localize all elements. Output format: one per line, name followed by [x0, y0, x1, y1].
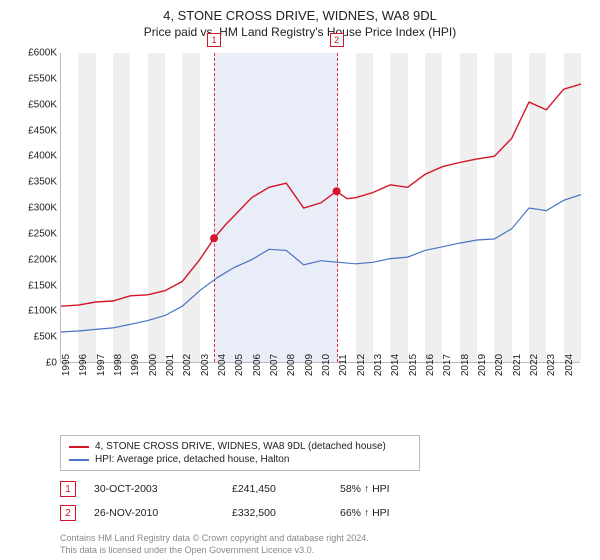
- x-axis-tick: 2022: [529, 354, 540, 376]
- x-axis-tick: 2001: [165, 354, 176, 376]
- x-axis-tick: 1998: [113, 354, 124, 376]
- x-axis-tick: 1996: [78, 354, 89, 376]
- sale-price: £241,450: [232, 483, 322, 495]
- x-axis-tick: 2005: [234, 354, 245, 376]
- x-axis-tick: 2024: [564, 354, 575, 376]
- y-axis-tick: £500K: [28, 99, 57, 110]
- y-axis-tick: £300K: [28, 203, 57, 214]
- y-axis-tick: £450K: [28, 125, 57, 136]
- x-axis-tick: 2004: [217, 354, 228, 376]
- sale-price: £332,500: [232, 507, 322, 519]
- legend-item: HPI: Average price, detached house, Halt…: [69, 453, 411, 466]
- x-axis-tick: 2016: [425, 354, 436, 376]
- y-axis-tick: £50K: [34, 332, 57, 343]
- legend-label: HPI: Average price, detached house, Halt…: [95, 454, 289, 465]
- y-axis-tick: £250K: [28, 228, 57, 239]
- sale-date: 26-NOV-2010: [94, 507, 214, 519]
- plot-region: 12£0£50K£100K£150K£200K£250K£300K£350K£4…: [60, 53, 580, 363]
- x-axis-tick: 2013: [373, 354, 384, 376]
- legend-label: 4, STONE CROSS DRIVE, WIDNES, WA8 9DL (d…: [95, 441, 386, 452]
- x-axis-tick: 2010: [321, 354, 332, 376]
- footer-attribution: Contains HM Land Registry data © Crown c…: [60, 533, 588, 556]
- x-axis-tick: 2021: [512, 354, 523, 376]
- legend-swatch: [69, 446, 89, 448]
- chart-subtitle: Price paid vs. HM Land Registry's House …: [12, 25, 588, 39]
- x-axis-tick: 2012: [356, 354, 367, 376]
- x-axis-tick: 2006: [252, 354, 263, 376]
- y-axis-tick: £150K: [28, 280, 57, 291]
- x-axis-tick: 2019: [477, 354, 488, 376]
- footer-line-1: Contains HM Land Registry data © Crown c…: [60, 533, 588, 545]
- chart-container: 4, STONE CROSS DRIVE, WIDNES, WA8 9DL Pr…: [0, 0, 600, 560]
- chart-title: 4, STONE CROSS DRIVE, WIDNES, WA8 9DL: [12, 8, 588, 23]
- x-axis-tick: 2003: [200, 354, 211, 376]
- x-axis-tick: 2015: [408, 354, 419, 376]
- sale-date: 30-OCT-2003: [94, 483, 214, 495]
- x-axis-tick: 2007: [269, 354, 280, 376]
- y-axis-tick: £600K: [28, 48, 57, 59]
- x-axis-tick: 1995: [61, 354, 72, 376]
- chart-area: 12£0£50K£100K£150K£200K£250K£300K£350K£4…: [20, 45, 582, 395]
- y-axis-tick: £200K: [28, 254, 57, 265]
- sales-table: 1 30-OCT-2003 £241,450 58% ↑ HPI 2 26-NOV-201…: [60, 477, 588, 525]
- sale-badge: 2: [60, 505, 76, 521]
- x-axis-tick: 2017: [442, 354, 453, 376]
- y-axis-tick: £0: [46, 358, 57, 369]
- x-axis-tick: 2008: [286, 354, 297, 376]
- legend-swatch: [69, 459, 89, 461]
- x-axis-tick: 2023: [546, 354, 557, 376]
- sale-badge: 1: [60, 481, 76, 497]
- x-axis-tick: 2000: [148, 354, 159, 376]
- y-axis-tick: £400K: [28, 151, 57, 162]
- sale-note: 58% ↑ HPI: [340, 483, 390, 495]
- y-axis-tick: £100K: [28, 306, 57, 317]
- sale-note: 66% ↑ HPI: [340, 507, 390, 519]
- sale-row: 2 26-NOV-2010 £332,500 66% ↑ HPI: [60, 501, 588, 525]
- y-axis-tick: £350K: [28, 177, 57, 188]
- sale-marker-badge: 1: [207, 33, 221, 47]
- sale-row: 1 30-OCT-2003 £241,450 58% ↑ HPI: [60, 477, 588, 501]
- sale-marker-badge: 2: [330, 33, 344, 47]
- x-axis-tick: 2018: [460, 354, 471, 376]
- x-axis-tick: 1999: [130, 354, 141, 376]
- legend: 4, STONE CROSS DRIVE, WIDNES, WA8 9DL (d…: [60, 435, 420, 471]
- x-axis-tick: 2002: [182, 354, 193, 376]
- x-axis-tick: 1997: [96, 354, 107, 376]
- legend-item: 4, STONE CROSS DRIVE, WIDNES, WA8 9DL (d…: [69, 440, 411, 453]
- x-axis-tick: 2011: [338, 354, 349, 376]
- y-axis-tick: £550K: [28, 73, 57, 84]
- x-axis-tick: 2020: [494, 354, 505, 376]
- x-axis-tick: 2014: [390, 354, 401, 376]
- x-axis-tick: 2009: [304, 354, 315, 376]
- footer-line-2: This data is licensed under the Open Gov…: [60, 545, 588, 557]
